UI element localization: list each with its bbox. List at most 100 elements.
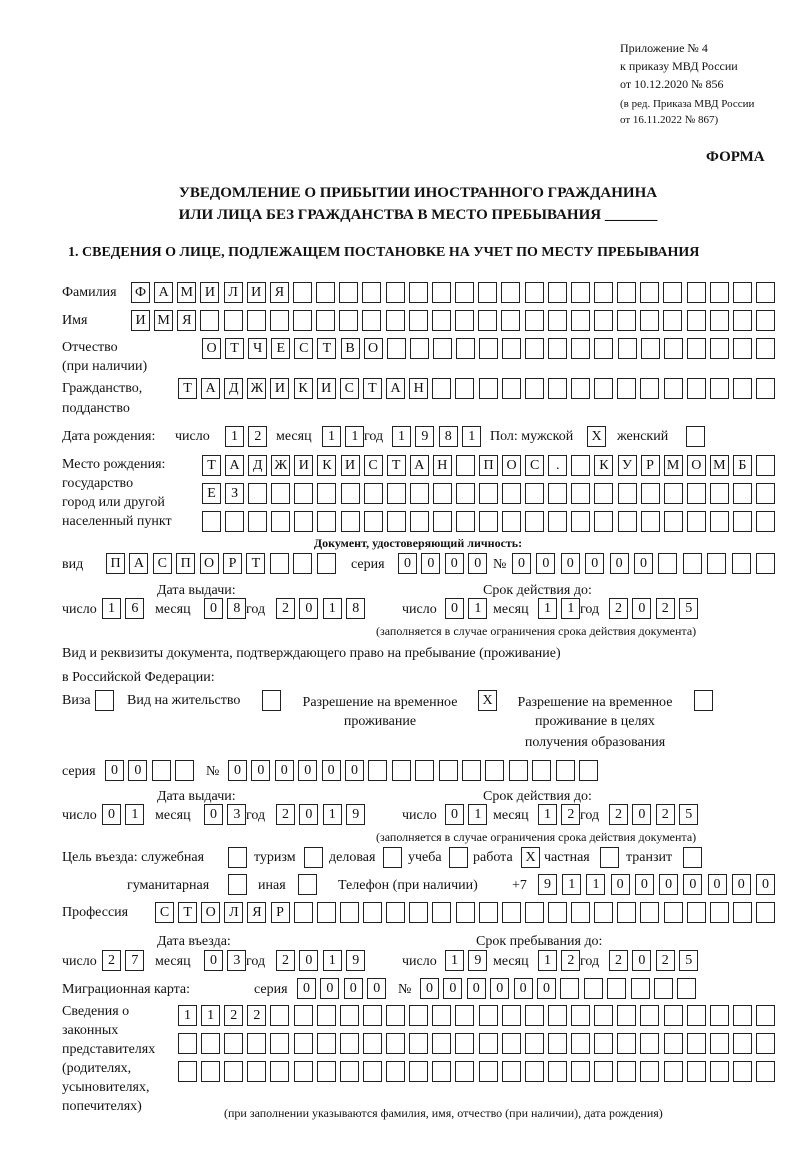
char-cell-surname[interactable] [547,282,567,303]
char-cell-stay-number[interactable] [485,760,505,781]
char-cell-birth-place-2[interactable] [571,511,591,532]
char-cell-representatives-2[interactable] [362,1061,382,1082]
char-cell-birth-place-0[interactable] [571,455,591,476]
char-cell-citizenship[interactable] [478,378,498,399]
char-cell-surname[interactable] [663,282,683,303]
char-cell-stay-series[interactable] [151,760,171,781]
char-cell-patronymic[interactable] [409,338,429,359]
char-cell-representatives-2[interactable] [339,1061,359,1082]
char-cell-phone[interactable]: 9 [538,874,557,895]
char-cell-patronymic[interactable] [432,338,452,359]
char-cell-birth-place-2[interactable] [686,511,706,532]
char-cell-name[interactable] [501,310,521,331]
char-cell-representatives-2[interactable] [224,1061,244,1082]
char-cell-citizenship[interactable] [663,378,683,399]
char-cell-entry-year[interactable]: 9 [346,950,366,971]
char-cell-profession[interactable] [501,902,521,923]
char-cell-surname[interactable] [524,282,544,303]
char-cell-representatives-1[interactable] [732,1033,752,1054]
char-cell-stay-number[interactable] [555,760,575,781]
char-cell-id-valid-month[interactable]: 1 [538,598,557,619]
char-cell-name[interactable] [200,310,220,331]
char-cell-birth-place-2[interactable] [409,511,429,532]
char-cell-mc-number[interactable] [583,978,603,999]
char-cell-birth-place-2[interactable] [386,511,406,532]
char-cell-representatives-1[interactable] [663,1033,683,1054]
char-cell-name[interactable] [524,310,544,331]
char-cell-birth-month[interactable]: 1 [345,426,365,447]
char-cell-birth-place-1[interactable] [525,483,545,504]
char-cell-patronymic[interactable] [479,338,498,359]
char-cell-birth-place-0[interactable]: Н [432,455,452,476]
char-cell-birth-place-1[interactable]: З [225,483,245,504]
char-cell-id-valid-month[interactable]: 1 [561,598,581,619]
char-cell-surname[interactable] [478,282,498,303]
char-cell-citizenship[interactable] [686,378,706,399]
char-cell-stay-until-day[interactable]: 1 [445,950,464,971]
char-cell-representatives-2[interactable] [594,1061,614,1082]
char-cell-birth-place-2[interactable] [732,511,752,532]
char-cell-id-issue-day[interactable]: 6 [125,598,145,619]
checkbox-sex-male[interactable]: X [587,426,606,447]
char-cell-name[interactable] [246,310,266,331]
char-cell-birth-year[interactable]: 1 [392,426,411,447]
char-cell-surname[interactable] [570,282,590,303]
char-cell-representatives-0[interactable]: 2 [247,1005,267,1026]
char-cell-birth-place-1[interactable] [248,483,268,504]
char-cell-id-number[interactable]: 0 [609,553,629,574]
char-cell-representatives-2[interactable] [547,1061,567,1082]
char-cell-profession[interactable] [756,902,775,923]
char-cell-id-kind[interactable]: П [106,553,125,574]
char-cell-birth-place-0[interactable]: И [294,455,314,476]
char-cell-profession[interactable] [432,902,452,923]
char-cell-stay-number[interactable]: 0 [298,760,318,781]
char-cell-birth-place-0[interactable]: П [479,455,498,476]
char-cell-representatives-0[interactable] [571,1005,591,1026]
char-cell-id-kind[interactable]: П [176,553,196,574]
char-cell-id-series[interactable]: 0 [444,553,464,574]
char-cell-stay-issue-year[interactable]: 2 [276,804,295,825]
char-cell-citizenship[interactable]: Т [178,378,197,399]
char-cell-stay-number[interactable] [532,760,552,781]
char-cell-representatives-2[interactable] [386,1061,406,1082]
char-cell-surname[interactable]: Л [223,282,243,303]
char-cell-name[interactable] [293,310,313,331]
char-cell-birth-place-1[interactable] [502,483,522,504]
char-cell-representatives-0[interactable] [270,1005,290,1026]
char-cell-surname[interactable] [756,282,775,303]
char-cell-name[interactable] [385,310,405,331]
char-cell-patronymic[interactable] [663,338,683,359]
char-cell-patronymic[interactable] [617,338,637,359]
char-cell-birth-place-1[interactable] [548,483,568,504]
char-cell-representatives-0[interactable] [432,1005,452,1026]
char-cell-surname[interactable] [431,282,451,303]
char-cell-id-number[interactable]: 0 [512,553,531,574]
checkbox-visa[interactable] [95,690,114,711]
char-cell-patronymic[interactable] [686,338,706,359]
char-cell-birth-place-1[interactable] [617,483,637,504]
char-cell-stay-number[interactable]: 0 [228,760,247,781]
char-cell-representatives-1[interactable] [756,1033,775,1054]
char-cell-representatives-1[interactable] [501,1033,521,1054]
char-cell-mc-number[interactable] [607,978,627,999]
char-cell-name[interactable] [547,310,567,331]
char-cell-birth-place-2[interactable] [525,511,545,532]
char-cell-mc-number[interactable] [560,978,580,999]
char-cell-birth-place-2[interactable] [340,511,360,532]
char-cell-id-number[interactable] [658,553,678,574]
char-cell-representatives-0[interactable]: 2 [224,1005,244,1026]
char-cell-representatives-2[interactable] [756,1061,775,1082]
char-cell-birth-place-1[interactable] [686,483,706,504]
char-cell-birth-place-0[interactable]: М [663,455,683,476]
char-cell-mc-series[interactable]: 0 [297,978,316,999]
char-cell-id-issue-year[interactable]: 8 [346,598,366,619]
char-cell-birth-place-2[interactable] [294,511,314,532]
char-cell-patronymic[interactable] [732,338,752,359]
char-cell-birth-place-2[interactable] [617,511,637,532]
char-cell-entry-year[interactable]: 2 [276,950,295,971]
char-cell-id-valid-year[interactable]: 0 [632,598,652,619]
char-cell-stay-number[interactable] [391,760,411,781]
char-cell-stay-issue-year[interactable]: 9 [346,804,366,825]
char-cell-birth-place-1[interactable] [409,483,429,504]
char-cell-birth-place-1[interactable] [317,483,337,504]
